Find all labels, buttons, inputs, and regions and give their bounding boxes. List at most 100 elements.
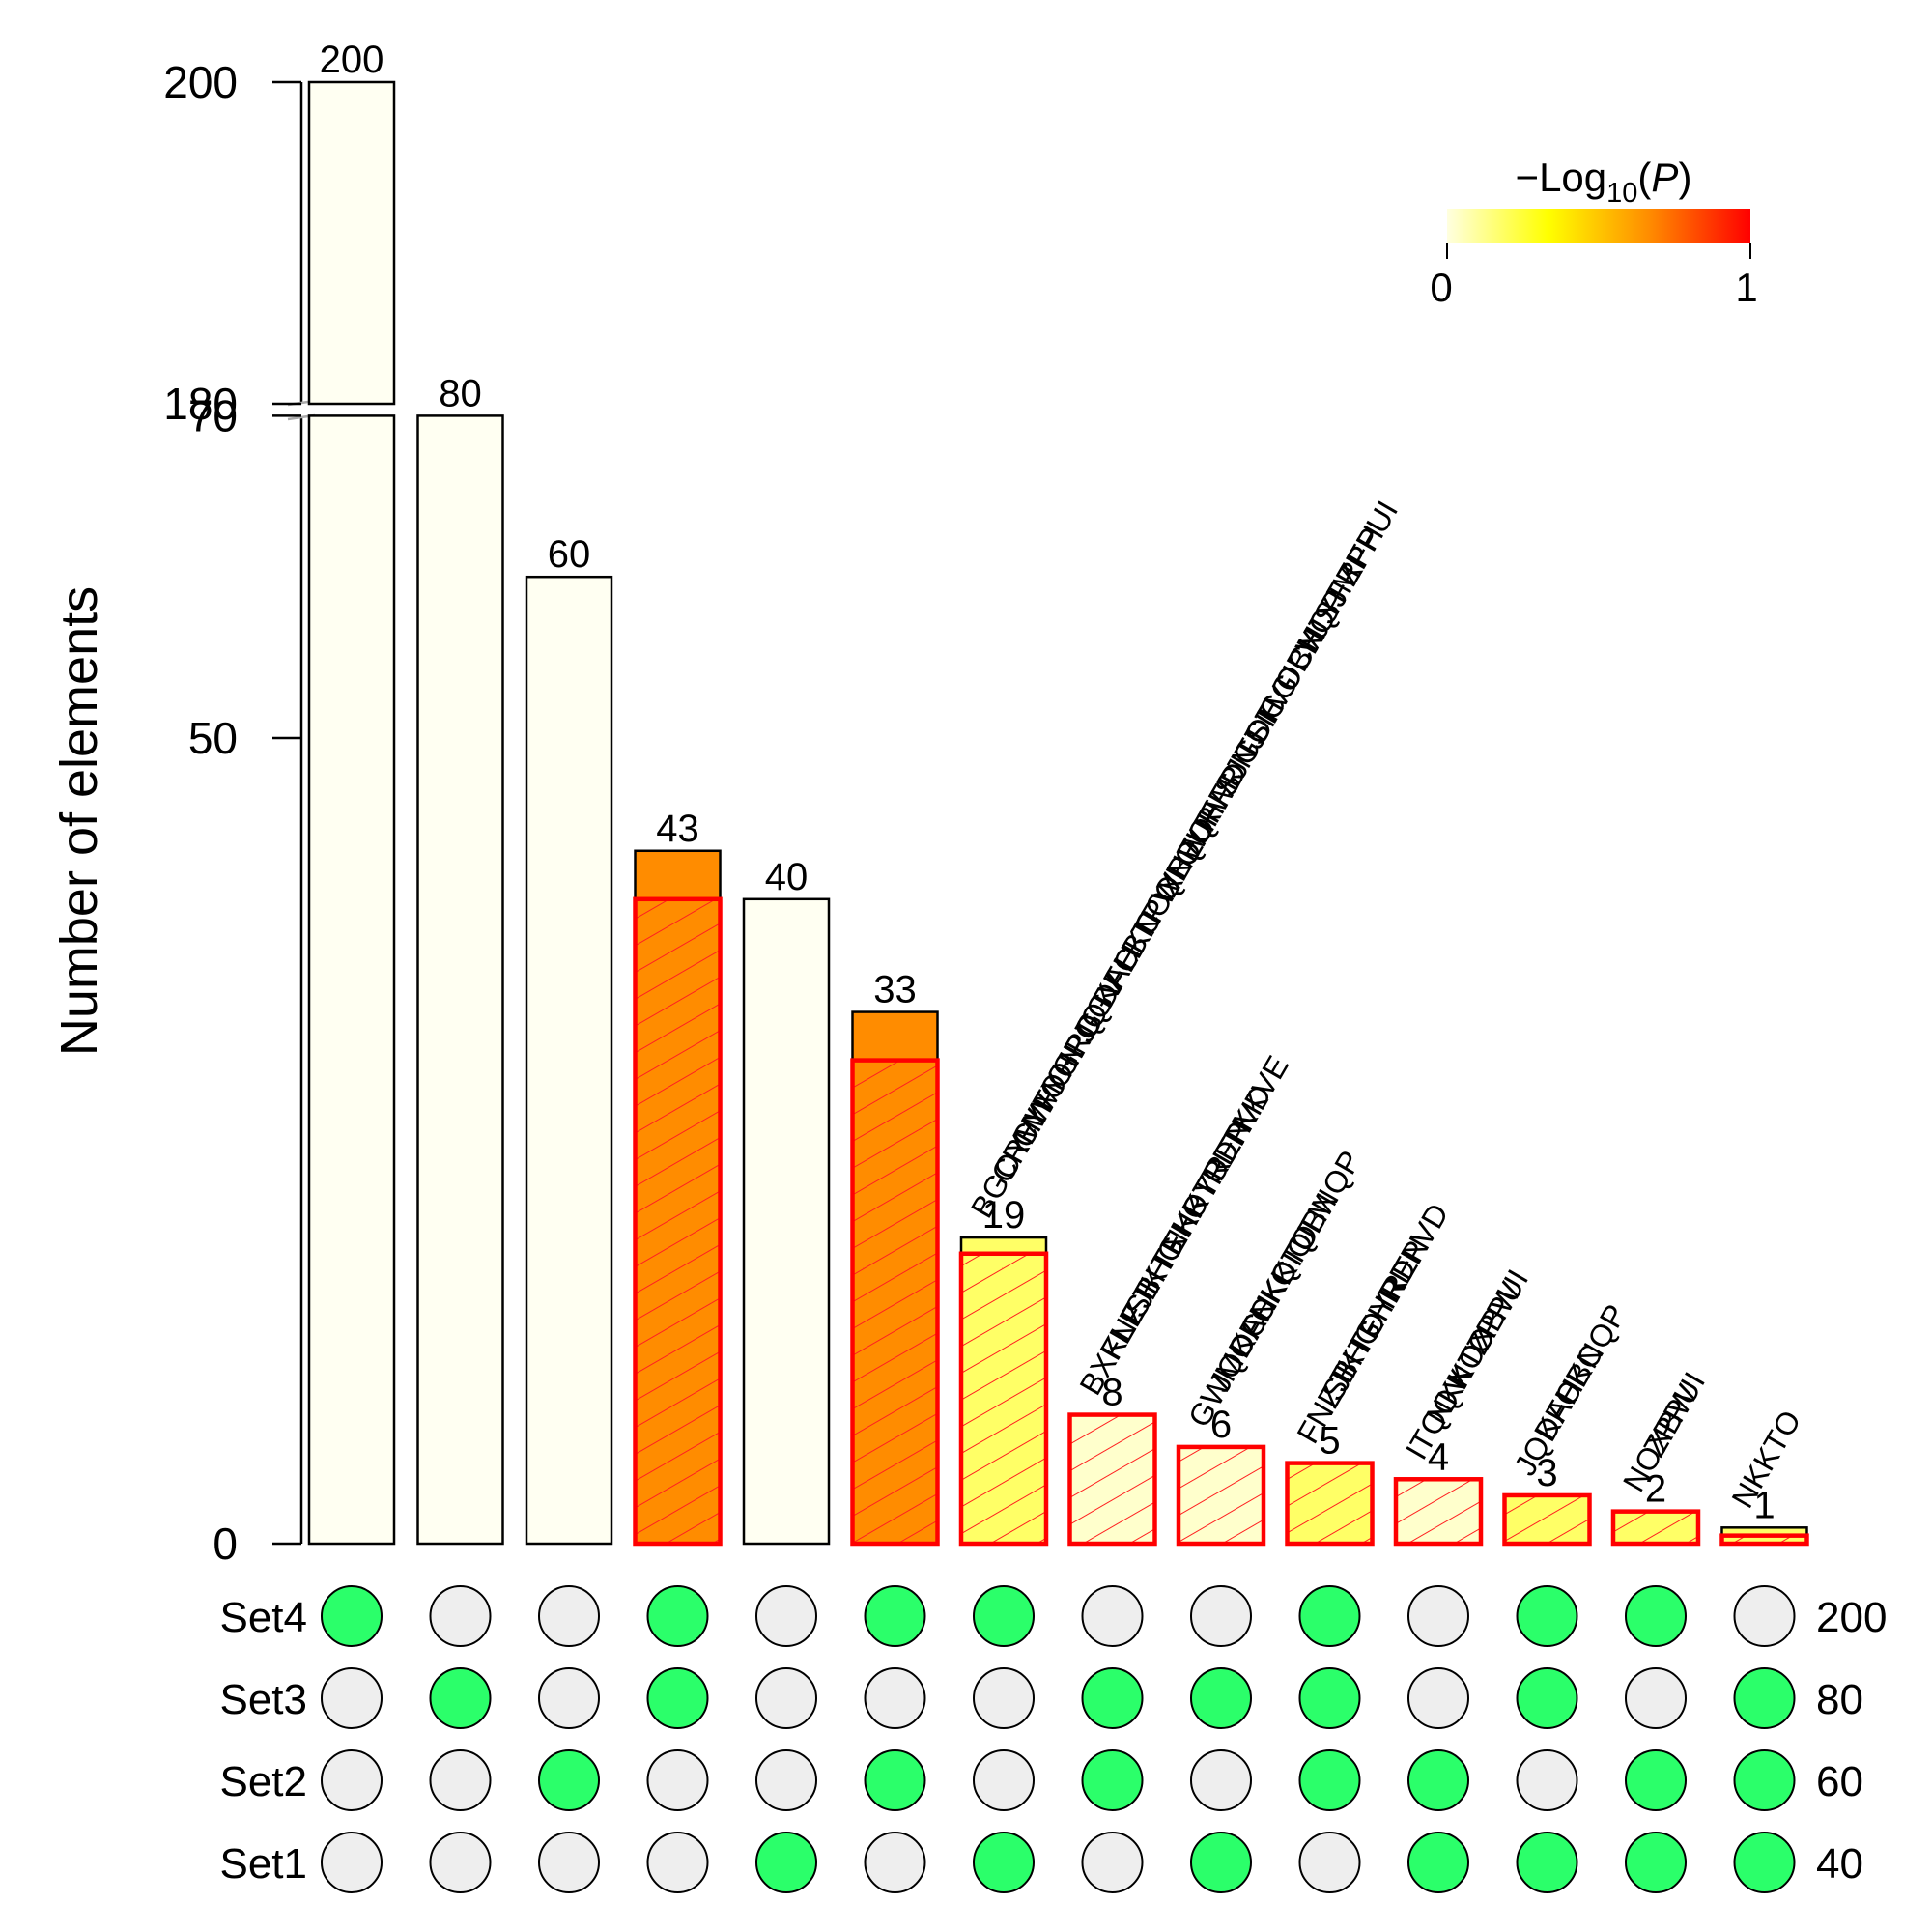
bar-value-label: 8 [1101,1372,1122,1414]
bar-13: 2 [1610,1468,1701,1547]
matrix-dot-filled [1516,1667,1578,1729]
y-tick-label: 180 [163,379,238,429]
element-name: ZPPUI [1636,1366,1712,1463]
set-label-set4: Set4 [219,1594,307,1641]
matrix-dot-filled [973,1585,1035,1647]
bar-1: 200 [307,39,396,1546]
bar-hatch [961,1253,1046,1544]
bar-hatch [1287,1463,1373,1544]
bar-4: 43 [633,808,723,1547]
element-name: TKKVE [1214,1050,1295,1155]
y-tick-label: 50 [188,713,238,763]
matrix-dot-empty [646,1749,709,1811]
matrix-dot-filled [1190,1667,1252,1729]
matrix-dot-empty [321,1832,383,1893]
y-tick-label: 0 [213,1519,238,1569]
bar-10: 5 [1285,1420,1375,1547]
matrix-dot-filled [429,1667,492,1729]
bar-expected-outline [1176,1444,1266,1547]
matrix-dot-filled [1625,1585,1687,1647]
matrix-dot-filled [646,1667,709,1729]
bar-2: 80 [416,372,504,1546]
matrix-dot-empty [755,1667,817,1729]
matrix-dot-filled [1298,1667,1361,1729]
matrix-dot-filled [1081,1667,1144,1729]
bar-value-label: 33 [873,969,917,1011]
matrix-dot-filled [1733,1667,1796,1729]
bar-expected-outline [1067,1412,1157,1547]
bar-hatch [1504,1494,1590,1544]
matrix-dot-empty [321,1667,383,1729]
matrix-dot-empty [1625,1667,1687,1729]
bar-expected-outline [1285,1461,1375,1547]
set-size-set2: 60 [1816,1758,1863,1805]
bar-hatch [1721,1535,1807,1544]
bar-value-label: 3 [1536,1452,1557,1494]
bar-3: 60 [525,533,613,1546]
set-label-set3: Set3 [219,1676,307,1723]
bar-7: 19 [958,1194,1049,1547]
pvalue-legend: −Log10(P) 0 1 [1430,155,1757,310]
bar-14: 1 [1719,1484,1809,1547]
matrix-dot-empty [864,1832,926,1893]
matrix-dot-filled [1407,1832,1469,1893]
matrix-dot-empty [1190,1585,1252,1647]
bar-rect-upper [307,80,396,406]
bar-5: 40 [742,856,831,1546]
bar-hatch [635,898,721,1544]
matrix-dot-filled [755,1832,817,1893]
matrix-dot-empty [321,1749,383,1811]
matrix-dot-empty [538,1585,600,1647]
matrix-dot-empty [973,1667,1035,1729]
matrix-dot-filled [1516,1585,1578,1647]
bar-value-label: 60 [548,533,591,576]
matrix-dot-filled [864,1585,926,1647]
matrix-dot-filled [1298,1749,1361,1811]
set-size-set3: 80 [1816,1676,1863,1723]
matrix-dot-empty [1407,1585,1469,1647]
bar-rect [525,575,613,1546]
bar-6: 33 [850,969,940,1547]
matrix-dot-filled [1298,1585,1361,1647]
bar-value-label: 40 [765,856,809,898]
bar-9: 6 [1176,1404,1266,1547]
set-size-set1: 40 [1816,1840,1863,1888]
bar-value-label: 200 [320,39,384,81]
bar-value-label: 5 [1319,1420,1340,1463]
bar-rect-lower [307,414,396,1546]
matrix-dot-filled [646,1585,709,1647]
matrix-dot-filled [1733,1749,1796,1811]
matrix-dot-empty [1298,1832,1361,1893]
set-label-set2: Set2 [219,1758,307,1805]
legend-title: −Log10(P) [1516,155,1692,209]
bar-expected-outline [1610,1509,1701,1547]
element-name: ZPPUI [1460,1264,1535,1360]
matrix-dot-empty [1081,1585,1144,1647]
matrix-dot-empty [1190,1749,1252,1811]
set-matrix: Set4 200 Set3 80 Set2 60 Set1 40 [219,1585,1887,1893]
matrix-dot-empty [538,1667,600,1729]
matrix-dot-filled [1190,1832,1252,1893]
matrix-dot-empty [429,1832,492,1893]
element-name: UBNQP [1548,1298,1633,1411]
legend-min-label: 0 [1430,265,1452,310]
matrix-dot-filled [1625,1832,1687,1893]
y-axis-title: Number of elements [50,586,108,1056]
bar-expected-outline [633,896,723,1547]
matrix-dot-empty [646,1832,709,1893]
bar-8: 8 [1067,1372,1157,1547]
matrix-dot-empty [755,1749,817,1811]
bar-expected-outline [1719,1533,1809,1547]
bar-expected-outline [1502,1492,1592,1547]
legend-color-bar [1447,209,1750,243]
bar-value-label: 2 [1645,1468,1666,1511]
matrix-dot-empty [1733,1585,1796,1647]
element-name: ZPPUI [1329,495,1405,591]
bar-11: 4 [1393,1435,1484,1547]
bar-value-label: 19 [982,1194,1026,1236]
bar-7-names: BGOYWCRHWOCYMONFYGRGHPQGVJQDAHKFCKCLBTPW… [964,495,1405,1223]
matrix-dot-empty [864,1667,926,1729]
